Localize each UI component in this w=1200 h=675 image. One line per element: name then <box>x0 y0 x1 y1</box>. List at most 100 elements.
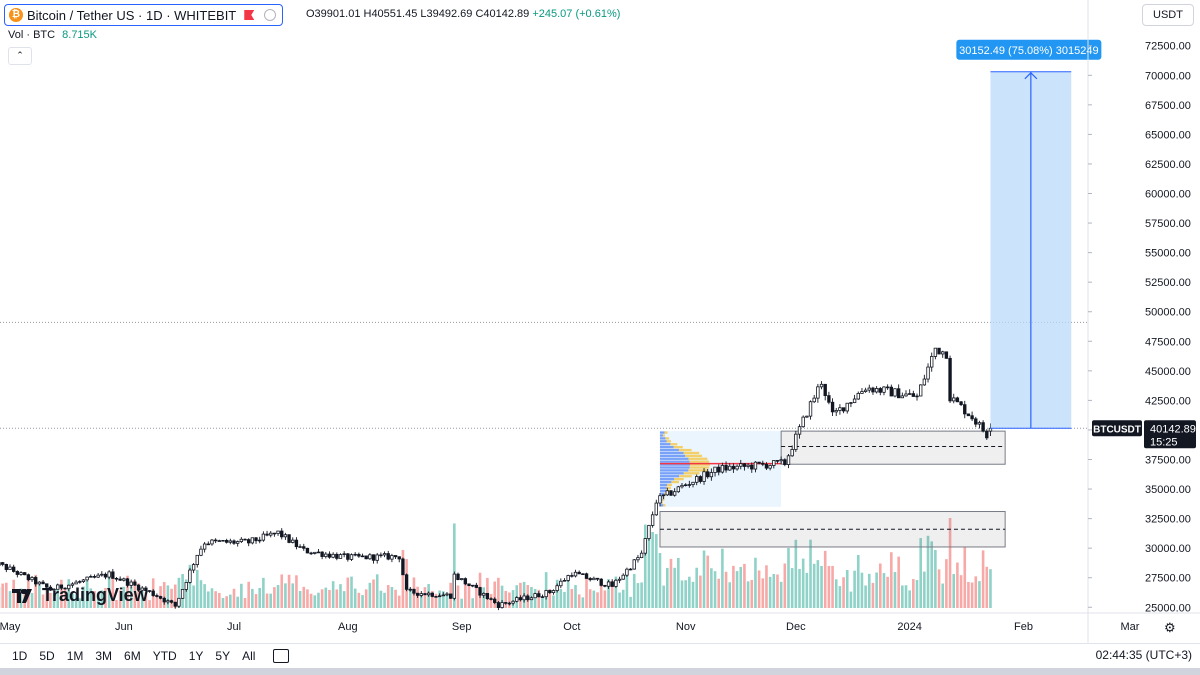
volume-bar <box>643 524 647 608</box>
price-chart[interactable]: 30152.49 (75.08%) 3015249 72500.00 70000.… <box>0 0 1200 643</box>
candle-body <box>941 351 945 355</box>
time-axis[interactable]: May Jun Jul Aug Sep Oct Nov Dec 2024 Feb Mar <box>0 612 1200 633</box>
candle-body <box>691 481 695 485</box>
volume-profile-row <box>667 483 672 487</box>
volume-bar <box>970 582 974 608</box>
candle-body <box>441 594 445 597</box>
volume-bar <box>864 585 867 608</box>
candle-body <box>911 393 916 397</box>
volume-bars <box>0 518 992 608</box>
volume-bar <box>761 578 765 608</box>
settings-gear-icon[interactable]: ⚙ <box>1164 620 1176 635</box>
candle-body <box>926 366 930 380</box>
volume-bar <box>669 558 673 608</box>
candle-body <box>522 595 526 601</box>
volume-bar <box>614 576 618 608</box>
candle-body <box>504 602 508 604</box>
volume-bar <box>923 571 926 608</box>
range-all[interactable]: All <box>242 649 256 663</box>
volume-legend[interactable]: Vol · BTC 8.715K <box>8 29 97 41</box>
x-tick-label: Feb <box>1014 621 1033 633</box>
range-5y[interactable]: 5Y <box>215 649 231 663</box>
volume-bar <box>559 589 563 608</box>
symbol-title[interactable]: Bitcoin / Tether US · 1D · WHITEBIT <box>27 7 237 23</box>
bitcoin-icon: ₿ <box>9 8 23 22</box>
range-3m[interactable]: 3M <box>95 649 113 663</box>
volume-bar <box>353 588 357 608</box>
candle-body <box>122 578 126 581</box>
tradingview-logo[interactable]: TradingView <box>12 585 148 606</box>
candle-body <box>144 587 148 592</box>
bottom-strip <box>0 668 1200 675</box>
range-5d[interactable]: 5D <box>39 649 55 663</box>
volume-bar <box>621 589 625 608</box>
volume-bar <box>974 576 978 608</box>
range-6m[interactable]: 6M <box>124 649 141 663</box>
volume-bar <box>229 594 232 608</box>
x-tick-label: May <box>0 621 21 633</box>
volume-bar <box>783 563 787 608</box>
volume-bar <box>467 583 471 608</box>
range-ytd[interactable]: YTD <box>152 649 177 663</box>
candle-body <box>254 537 258 542</box>
volume-profile-row <box>659 466 690 469</box>
candle-body <box>114 578 119 580</box>
candle-body <box>816 386 820 399</box>
candle-body <box>493 598 497 603</box>
measure-arrow-head <box>1024 71 1038 80</box>
price-axis[interactable]: 72500.00 70000.00 67500.00 65000.00 62500.00… <box>1087 0 1196 643</box>
candle-body <box>360 555 365 558</box>
flag-icon[interactable] <box>244 10 255 20</box>
volume-bar <box>750 579 754 608</box>
calendar-icon[interactable] <box>273 649 290 663</box>
candle-body <box>500 602 504 608</box>
volume-bar <box>603 590 607 608</box>
range-1d[interactable]: 1D <box>12 649 28 663</box>
range-1m[interactable]: 1M <box>66 649 84 663</box>
volume-bar <box>570 588 574 608</box>
volume-profile-area <box>659 431 782 507</box>
currency-button[interactable]: USDT <box>1142 4 1194 26</box>
volume-profile-row <box>659 437 666 440</box>
market-status-icon[interactable] <box>264 9 277 21</box>
candle-body <box>103 573 108 578</box>
volume-bar <box>930 541 934 608</box>
price-range-measure[interactable]: 30152.49 (75.08%) 3015249 <box>956 39 1102 429</box>
candle-body <box>790 449 794 457</box>
volume-bar <box>882 573 886 608</box>
volume-bar <box>666 567 669 608</box>
volume-bar <box>820 565 823 608</box>
candle-body <box>147 590 152 592</box>
candle-body <box>974 418 978 425</box>
volume-bar <box>908 590 911 608</box>
candle-body <box>566 575 570 581</box>
volume-bar <box>831 565 834 608</box>
clock[interactable]: 02:44:35 (UTC+3) <box>1095 648 1192 662</box>
volume-bar <box>262 577 265 608</box>
candle-body <box>720 465 725 473</box>
x-tick-label: Jun <box>115 621 133 633</box>
candle-body <box>111 571 115 579</box>
candle-body <box>511 600 515 604</box>
candle-body <box>331 553 335 558</box>
candle-body <box>827 395 831 403</box>
support-zone <box>780 430 1006 465</box>
volume-profile-row <box>689 466 710 469</box>
volume-bar <box>746 581 750 608</box>
volume-profile-row <box>659 443 671 446</box>
candle-body <box>654 502 658 516</box>
symbol-header[interactable]: ₿ Bitcoin / Tether US · 1D · WHITEBIT <box>4 4 284 26</box>
volume-bar <box>677 557 680 608</box>
candle-body <box>739 463 743 467</box>
range-1y[interactable]: 1Y <box>188 649 204 663</box>
collapse-legend-button[interactable]: ⌃ <box>8 47 32 65</box>
candle-body <box>533 593 537 599</box>
candle-body <box>871 387 875 393</box>
volume-bar <box>82 586 85 608</box>
candle-body <box>849 402 853 404</box>
candle-body <box>709 472 714 478</box>
candle-body <box>496 602 501 608</box>
candle-body <box>661 494 666 497</box>
volume-bar <box>177 577 181 608</box>
volume-profile-row <box>659 480 672 484</box>
